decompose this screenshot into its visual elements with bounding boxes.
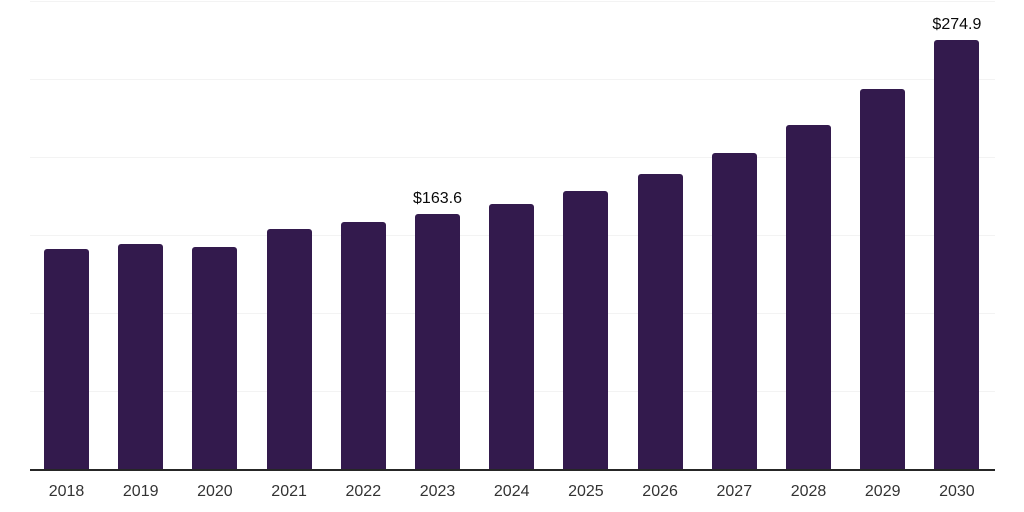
x-tick-label-2023: 2023 <box>419 483 456 500</box>
x-axis-line <box>30 469 995 471</box>
bar-2024 <box>489 203 535 469</box>
bar-2019 <box>118 243 164 469</box>
x-tick-label-2022: 2022 <box>345 483 382 500</box>
bar-2030 <box>934 40 980 469</box>
bar-2029 <box>860 89 906 469</box>
data-label-2030: $274.9 <box>932 16 982 34</box>
data-label-2023: $163.6 <box>413 189 462 207</box>
x-tick-label-2025: 2025 <box>568 483 604 500</box>
x-tick-label-2018: 2018 <box>48 483 85 500</box>
bar-2022 <box>340 221 386 469</box>
x-tick-label-2029: 2029 <box>864 483 901 500</box>
x-tick-label-2020: 2020 <box>197 483 233 500</box>
x-tick-label-2024: 2024 <box>493 483 530 500</box>
gridline <box>30 78 995 80</box>
bar-2023 <box>415 213 460 469</box>
bar-2021 <box>266 228 312 469</box>
x-tick-label-2021: 2021 <box>271 483 307 500</box>
x-tick-label-2026: 2026 <box>642 483 678 500</box>
x-tick-label-2028: 2028 <box>790 483 827 500</box>
x-tick-label-2027: 2027 <box>716 483 753 500</box>
bar-2027 <box>711 153 757 469</box>
x-tick-label-2030: 2030 <box>939 483 975 500</box>
bar-2028 <box>786 125 831 469</box>
gridline <box>30 0 995 2</box>
gridline <box>30 156 995 158</box>
bar-2020 <box>192 246 238 469</box>
bar-2018 <box>44 249 89 469</box>
x-tick-label-2019: 2019 <box>122 483 159 500</box>
bar-2025 <box>563 191 609 469</box>
bar-2026 <box>637 174 683 469</box>
